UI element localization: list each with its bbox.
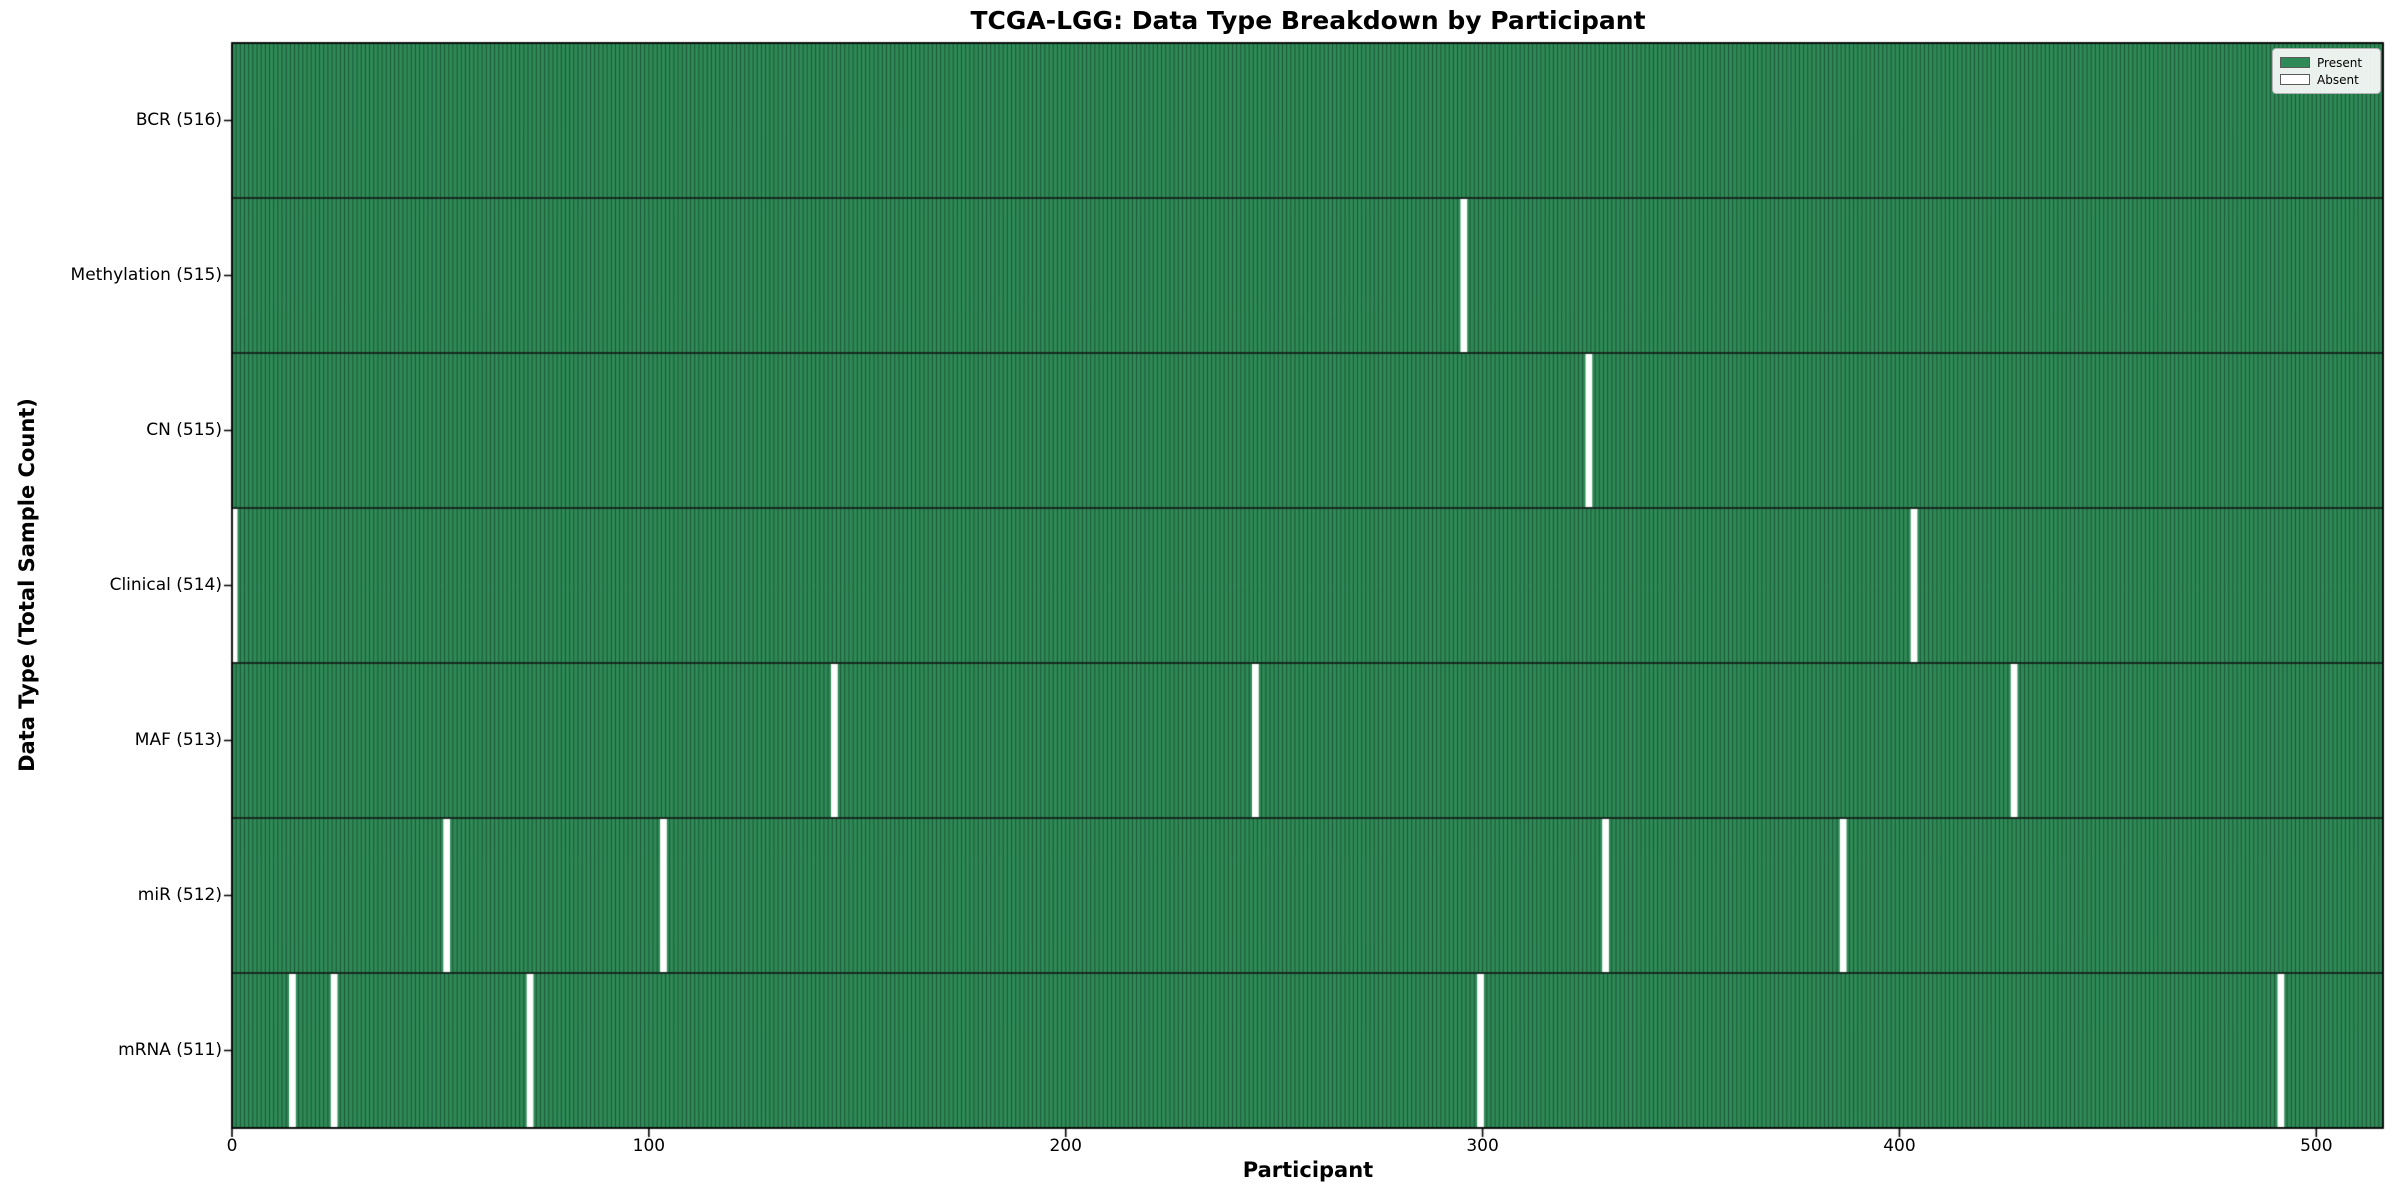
x-tick-label: 200: [1049, 1136, 1082, 1156]
legend-entry: Present: [2280, 54, 2372, 71]
legend-swatch-absent: [2280, 74, 2310, 85]
legend: Present Absent: [2272, 48, 2381, 94]
y-tick-label: CN (515): [146, 419, 222, 440]
legend-label: Absent: [2317, 72, 2359, 87]
x-axis-label: Participant: [1242, 1158, 1374, 1182]
y-tick-label: BCR (516): [135, 109, 222, 130]
y-tick-label: Clinical (514): [109, 574, 222, 595]
x-tick-label: 500: [2300, 1136, 2333, 1156]
y-tick-label: Methylation (515): [70, 264, 222, 285]
y-tick-label: miR (512): [137, 884, 222, 905]
chart-title: TCGA-LGG: Data Type Breakdown by Partici…: [970, 6, 1646, 35]
x-tick-label: 300: [1466, 1136, 1499, 1156]
legend-swatch-present: [2280, 57, 2310, 68]
y-tick-label: mRNA (511): [118, 1039, 222, 1060]
y-tick-label: MAF (513): [134, 729, 222, 750]
x-tick-label: 100: [632, 1136, 666, 1156]
x-tick-label: 400: [1883, 1136, 1916, 1156]
legend-entry: Absent: [2280, 71, 2372, 88]
legend-label: Present: [2317, 55, 2363, 70]
x-tick-label: 0: [226, 1136, 238, 1156]
